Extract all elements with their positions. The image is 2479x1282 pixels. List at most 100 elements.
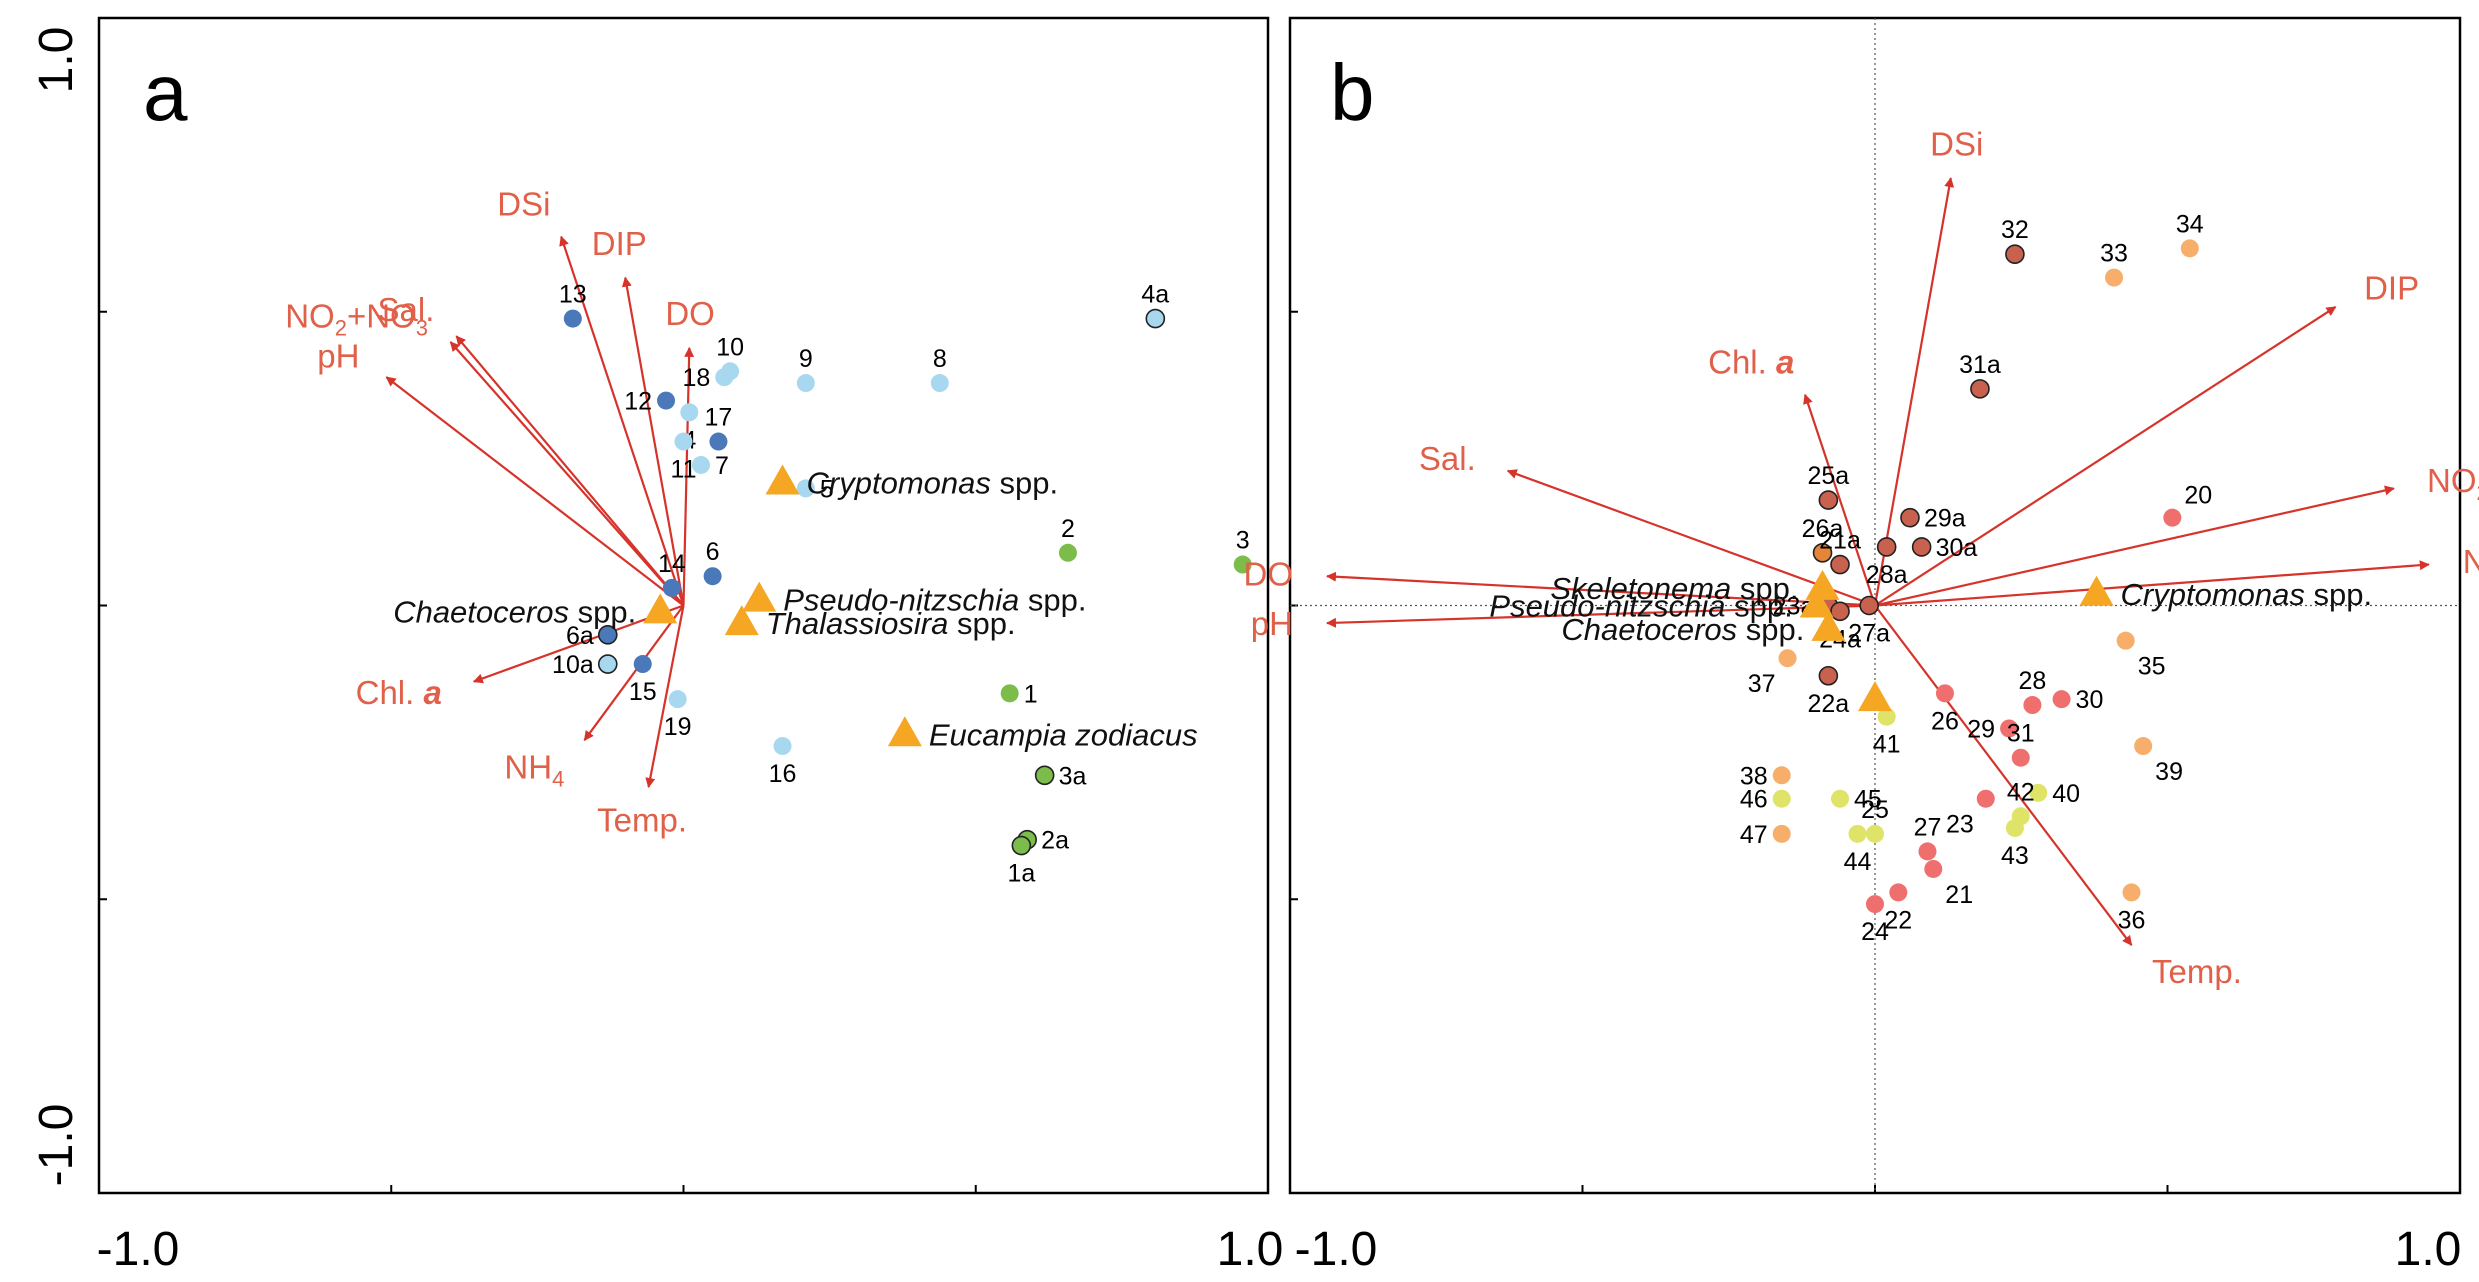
site-label: 23 — [1946, 811, 1974, 839]
site-point — [563, 309, 582, 328]
site-label: 22 — [1884, 906, 1912, 934]
site-label: 18 — [682, 364, 710, 392]
site-point — [2005, 818, 2024, 837]
site-point — [1889, 883, 1908, 902]
env-vector-label-dsi: DSi — [1930, 126, 1983, 163]
env-vector-dip — [621, 276, 685, 606]
site-label: 29 — [1967, 715, 1995, 743]
panel-b-xtick-min: -1.0 — [1295, 1223, 1378, 1276]
site-label: 15 — [629, 678, 657, 706]
site-label: 3a — [1059, 762, 1087, 790]
site-point — [1924, 859, 1943, 878]
site-point — [680, 403, 699, 422]
env-vector-label-chl-a: Chl. a — [356, 674, 442, 711]
panel-b: b DSi DIP Chl. a Sal. NO2+NO3 NH4 DO pH Temp. 32… — [1244, 16, 2479, 1276]
site-point — [2029, 783, 2048, 802]
site-point — [1830, 554, 1850, 575]
site-label: 7 — [715, 452, 729, 480]
species-label-thalassiosira: Thalassiosira spp. — [766, 606, 1016, 641]
site-label: 37 — [1748, 670, 1776, 698]
env-vector-label-chl-a: Chl. a — [1708, 343, 1794, 380]
site-point — [1970, 379, 1990, 399]
panel-b-sites: 32333431a2025a29a30a26a21a28a23a24a27a22… — [1740, 210, 2212, 946]
site-label: 26a — [1802, 515, 1844, 543]
panel-a-tag: a — [143, 48, 188, 137]
site-point — [2052, 690, 2071, 709]
species-marker — [887, 716, 922, 747]
env-vector-nh4 — [1874, 560, 2430, 607]
site-point — [1145, 308, 1166, 329]
site-label: 38 — [1740, 762, 1768, 790]
site-label: 27 — [1914, 813, 1942, 841]
site-label: 6a — [566, 622, 594, 650]
site-point — [1918, 842, 1937, 861]
site-point — [597, 654, 618, 674]
env-vector-do — [1325, 571, 1876, 607]
env-vector-label-no2-no3: NO2+NO3 — [2427, 462, 2479, 505]
site-label: 9 — [799, 345, 813, 373]
env-vector-ph — [385, 376, 685, 607]
site-point — [1772, 824, 1791, 843]
species-marker — [1799, 587, 1834, 618]
site-point — [1830, 601, 1850, 622]
env-vector-label-ph: pH — [317, 337, 359, 374]
species-marker — [2079, 575, 2114, 606]
site-label: 10 — [716, 333, 744, 361]
site-point — [1778, 649, 1797, 668]
site-label: 4a — [1141, 281, 1169, 309]
site-point — [662, 578, 681, 597]
species-label-cryptomonas: Cryptomonas spp. — [807, 466, 1059, 501]
site-point — [2122, 883, 2141, 902]
site-label: 14 — [658, 550, 686, 578]
site-point — [2163, 508, 2182, 527]
site-point — [2023, 696, 2042, 715]
site-label: 41 — [1873, 731, 1901, 759]
site-label: 42 — [2007, 778, 2035, 806]
site-label: 31a — [1959, 351, 2001, 379]
site-point — [1877, 707, 1896, 726]
site-point — [1866, 895, 1884, 914]
site-point — [796, 479, 815, 498]
site-label: 39 — [2155, 758, 2183, 786]
panel-a-ytick-max: 1.0 — [30, 27, 83, 94]
site-label: 12 — [624, 388, 652, 416]
species-label-pseudo-nitzschia: Pseudo-nitzschia spp. — [783, 583, 1086, 618]
site-point — [1058, 543, 1077, 562]
site-label: 29a — [1924, 505, 1966, 533]
site-label: 30 — [2076, 686, 2104, 714]
env-vector-dip — [1874, 305, 2337, 607]
site-point — [597, 624, 618, 645]
site-point — [1818, 490, 1839, 510]
site-point — [796, 374, 815, 393]
site-label: 25 — [1861, 796, 1889, 824]
site-label: 46 — [1740, 786, 1768, 814]
env-vector-do — [682, 346, 695, 606]
site-point — [1935, 684, 1954, 703]
species-marker — [643, 593, 678, 624]
env-vector-label-sal: Sal. — [378, 291, 435, 328]
site-label: 44 — [1844, 848, 1872, 876]
env-vector-no2-no3 — [449, 341, 685, 607]
env-vector-label-sal: Sal. — [1419, 440, 1476, 477]
site-point — [691, 455, 710, 474]
site-label: 47 — [1740, 821, 1768, 849]
env-vector-label-dip: DIP — [592, 225, 647, 262]
species-marker — [742, 581, 777, 612]
site-label: 40 — [2052, 780, 2080, 808]
site-point — [1818, 665, 1839, 686]
site-point — [2180, 239, 2199, 258]
site-point — [1233, 555, 1252, 574]
site-label: 22a — [1808, 690, 1850, 718]
panel-a-ytick-min: -1.0 — [30, 1104, 83, 1187]
species-marker — [724, 605, 759, 636]
site-label: 26 — [1931, 707, 1959, 735]
env-vector-label-temp: Temp. — [2152, 953, 2242, 990]
env-vector-label-dip: DIP — [2364, 269, 2419, 306]
species-marker — [1811, 610, 1846, 641]
site-point — [657, 391, 676, 410]
site-point — [2105, 268, 2124, 287]
site-label: 19 — [664, 713, 692, 741]
species-label-pseudo-nitzschia: Pseudo-nitzschia spp. — [1489, 589, 1792, 624]
